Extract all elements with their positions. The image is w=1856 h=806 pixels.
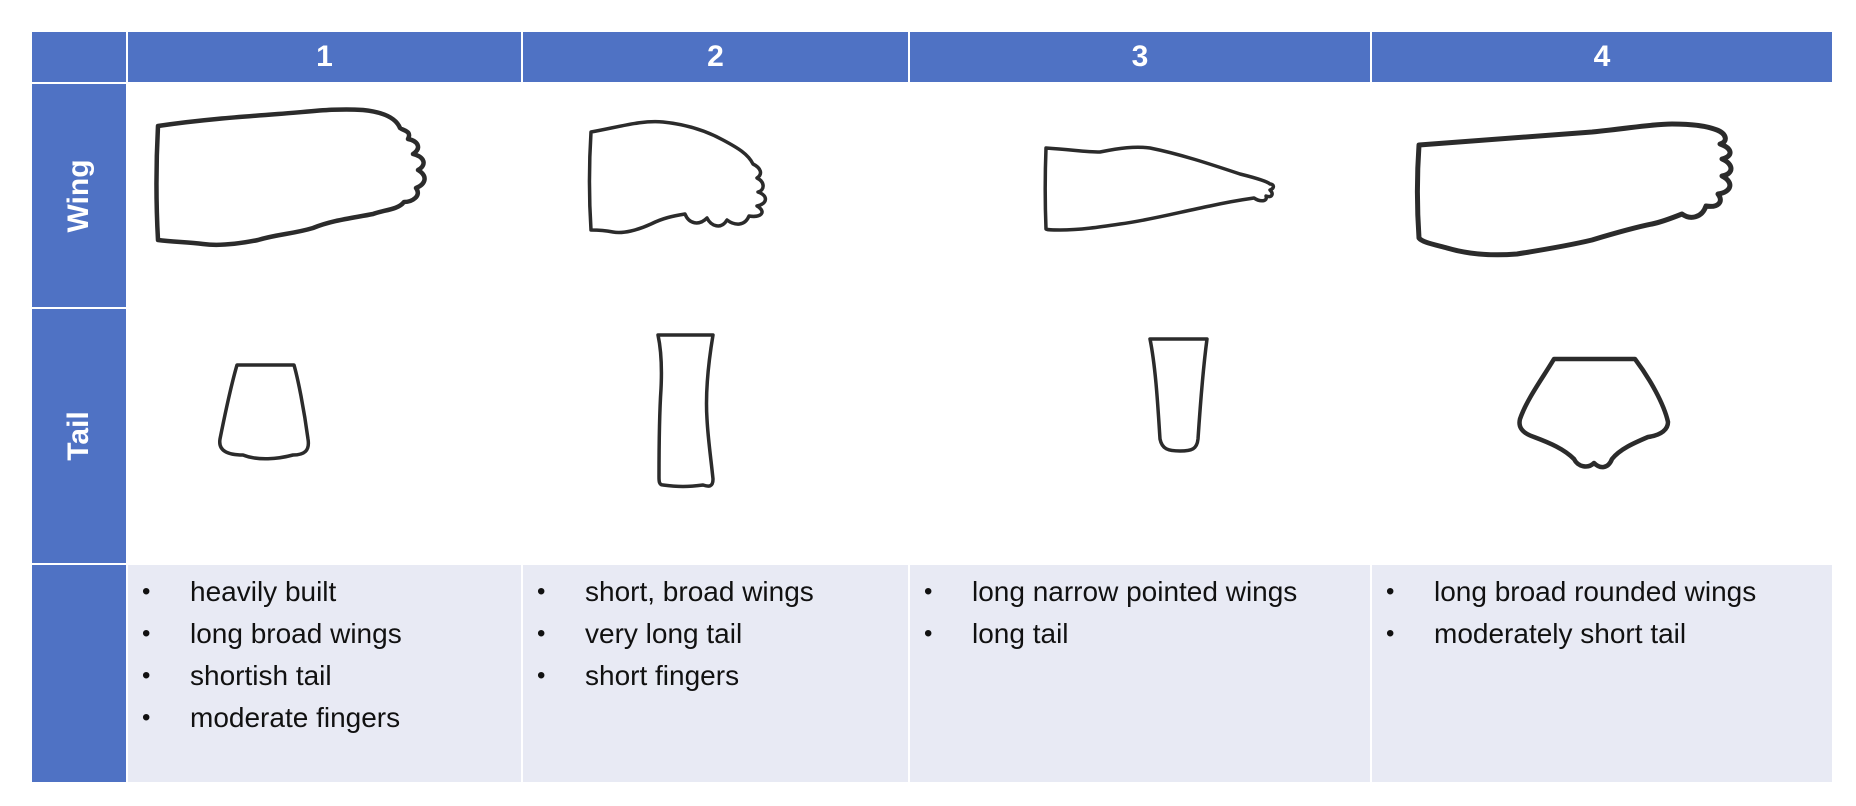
wing-shape-3-illustration <box>1043 145 1276 232</box>
wing-shape-2-illustration <box>587 119 768 235</box>
bullet-icon: • <box>142 620 151 647</box>
tail-cell-3 <box>910 309 1370 563</box>
description-item: • long broad rounded wings <box>1372 571 1832 613</box>
description-item: • long broad wings <box>128 613 521 655</box>
wing-shape-1-illustration <box>154 107 427 248</box>
bullet-icon: • <box>142 662 151 689</box>
header-corner-cell <box>32 32 126 82</box>
description-item: • long narrow pointed wings <box>910 571 1370 613</box>
description-list-2: • short, broad wings • very long tail • sho… <box>523 571 908 697</box>
description-list-4: • long broad rounded wings • moderately sh… <box>1372 571 1832 655</box>
column-header-3: 3 <box>910 32 1370 82</box>
description-item: • long tail <box>910 613 1370 655</box>
bullet-icon: • <box>924 620 933 647</box>
description-cell-2: • short, broad wings • very long tail • sho… <box>523 565 908 782</box>
tail-shape-4-illustration <box>1517 356 1671 470</box>
tail-shape-3-illustration <box>1148 337 1209 453</box>
description-list-3: • long narrow pointed wings • long tail <box>910 571 1370 655</box>
tail-cell-1 <box>128 309 521 563</box>
row-header-wing: Wing <box>32 84 126 307</box>
wing-shape-4-illustration <box>1415 121 1734 258</box>
tail-shape-2-illustration <box>656 333 715 489</box>
description-cell-4: • long broad rounded wings • moderately sh… <box>1372 565 1832 782</box>
description-cell-3: • long narrow pointed wings • long tail <box>910 565 1370 782</box>
description-item: • shortish tail <box>128 655 521 697</box>
bullet-icon: • <box>924 578 933 605</box>
bullet-icon: • <box>537 620 546 647</box>
bullet-icon: • <box>142 704 151 731</box>
description-item: • short fingers <box>523 655 908 697</box>
column-header-1: 1 <box>128 32 521 82</box>
description-list-1: • heavily built • long broad wings • shorti… <box>128 571 521 739</box>
bullet-icon: • <box>1386 620 1395 647</box>
row-header-tail: Tail <box>32 309 126 563</box>
row-header-description <box>32 565 126 782</box>
column-header-4: 4 <box>1372 32 1832 82</box>
bullet-icon: • <box>537 662 546 689</box>
description-item: • short, broad wings <box>523 571 908 613</box>
description-item: • very long tail <box>523 613 908 655</box>
tail-cell-4 <box>1372 309 1832 563</box>
wing-cell-4 <box>1372 84 1832 307</box>
wing-cell-1 <box>128 84 521 307</box>
bullet-icon: • <box>1386 578 1395 605</box>
description-item: • moderate fingers <box>128 697 521 739</box>
tail-cell-2 <box>523 309 908 563</box>
description-item: • heavily built <box>128 571 521 613</box>
bullet-icon: • <box>537 578 546 605</box>
wing-cell-3 <box>910 84 1370 307</box>
row-label-wing: Wing <box>62 158 95 233</box>
wing-tail-comparison-table: 1 2 3 4 Wing Tail <box>32 32 1832 782</box>
bullet-icon: • <box>142 578 151 605</box>
description-item: • moderately short tail <box>1372 613 1832 655</box>
wing-cell-2 <box>523 84 908 307</box>
description-cell-1: • heavily built • long broad wings • shorti… <box>128 565 521 782</box>
column-header-2: 2 <box>523 32 908 82</box>
tail-shape-1-illustration <box>218 363 311 461</box>
row-label-tail: Tail <box>62 411 95 461</box>
